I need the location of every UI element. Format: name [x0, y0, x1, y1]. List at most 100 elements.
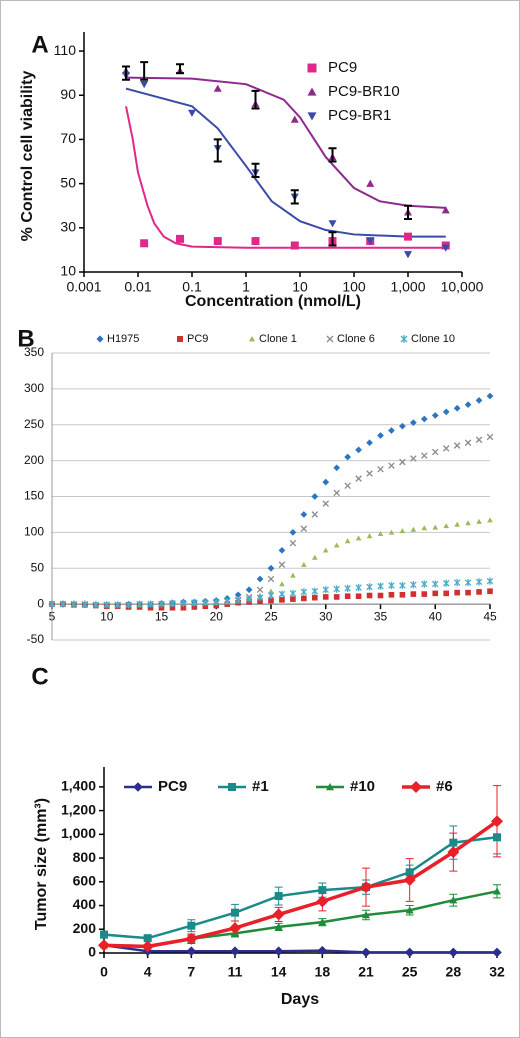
- x-tick-label: 20: [210, 609, 224, 623]
- marker: [486, 577, 494, 585]
- marker: [410, 526, 417, 532]
- marker: [267, 591, 275, 600]
- marker: [421, 580, 428, 588]
- marker: [493, 833, 501, 842]
- marker: [274, 922, 283, 931]
- x-tick-label: 25: [402, 964, 418, 980]
- marker: [388, 581, 395, 590]
- y-tick-label: 600: [73, 873, 97, 889]
- marker: [448, 947, 459, 958]
- marker: [344, 482, 351, 489]
- marker: [290, 115, 299, 123]
- marker: [493, 887, 501, 895]
- marker: [405, 906, 414, 914]
- marker: [180, 604, 187, 611]
- legend-label: PC9-BR10: [328, 83, 400, 100]
- marker: [476, 589, 482, 595]
- marker: [366, 237, 375, 246]
- marker: [486, 392, 494, 400]
- marker: [464, 401, 472, 409]
- marker: [475, 578, 483, 586]
- marker: [442, 408, 450, 416]
- fit-curve: [126, 76, 446, 209]
- legend-label: Clone 1: [259, 333, 297, 345]
- marker: [187, 921, 196, 930]
- marker: [431, 448, 439, 456]
- x-tick-label: 0.1: [182, 279, 202, 295]
- marker: [344, 453, 352, 461]
- marker: [96, 335, 104, 343]
- marker: [454, 589, 460, 596]
- marker: [268, 597, 274, 604]
- marker: [186, 946, 197, 957]
- marker: [158, 600, 165, 608]
- x-axis-label: Concentration (nmol/L): [185, 293, 361, 310]
- error-bar: [213, 138, 222, 163]
- marker: [311, 511, 319, 518]
- marker: [431, 580, 439, 588]
- marker: [223, 597, 231, 605]
- legend-label: Clone 10: [411, 333, 455, 345]
- y-tick-label: 10: [60, 263, 76, 279]
- marker: [300, 525, 308, 533]
- marker: [344, 538, 351, 544]
- marker: [442, 445, 450, 452]
- y-tick-label: 150: [24, 489, 44, 503]
- marker: [268, 588, 274, 594]
- marker: [140, 80, 149, 89]
- y-axis-label: % Control cell viability: [19, 71, 36, 242]
- marker: [290, 596, 296, 602]
- y-tick-label: 350: [24, 345, 44, 359]
- marker: [311, 493, 319, 500]
- marker: [366, 583, 373, 591]
- marker: [328, 220, 337, 228]
- marker: [316, 895, 329, 908]
- marker: [326, 783, 334, 791]
- marker: [399, 422, 406, 430]
- error-bar: [404, 204, 412, 220]
- marker: [333, 594, 340, 600]
- x-tick-label: 30: [319, 609, 333, 623]
- marker: [230, 946, 240, 957]
- y-tick-label: 50: [31, 560, 45, 574]
- marker: [176, 234, 185, 243]
- marker: [388, 462, 395, 469]
- marker: [377, 592, 384, 599]
- marker: [100, 930, 108, 939]
- y-tick-label: 800: [73, 849, 97, 865]
- marker: [301, 595, 307, 602]
- x-tick-label: 14: [271, 964, 287, 980]
- marker: [404, 947, 415, 958]
- x-tick-label: 10,000: [441, 279, 484, 295]
- x-tick-label: 1,000: [390, 279, 425, 295]
- panel-label: A: [31, 31, 48, 58]
- marker: [355, 593, 362, 600]
- x-tick-label: 7: [187, 964, 195, 980]
- marker: [404, 232, 412, 241]
- marker: [202, 599, 209, 607]
- marker: [399, 591, 406, 598]
- marker: [307, 87, 317, 96]
- marker: [191, 599, 198, 607]
- marker: [443, 590, 449, 597]
- marker: [322, 478, 330, 486]
- marker: [267, 564, 275, 572]
- marker: [449, 838, 458, 847]
- marker: [487, 517, 493, 523]
- error-bar: [140, 61, 149, 81]
- marker: [191, 604, 198, 610]
- error-bar: [290, 189, 299, 205]
- y-axis-label: Tumor size (mm³): [33, 798, 50, 930]
- marker: [234, 591, 242, 599]
- marker: [388, 427, 395, 434]
- marker: [361, 947, 371, 958]
- marker: [399, 528, 406, 534]
- marker: [431, 412, 439, 419]
- marker: [213, 84, 222, 92]
- marker: [92, 601, 100, 609]
- marker: [464, 578, 472, 587]
- y-tick-label: 1,400: [61, 778, 96, 794]
- y-tick-label: 200: [24, 453, 44, 467]
- marker: [366, 592, 373, 599]
- x-tick-label: 100: [342, 279, 366, 295]
